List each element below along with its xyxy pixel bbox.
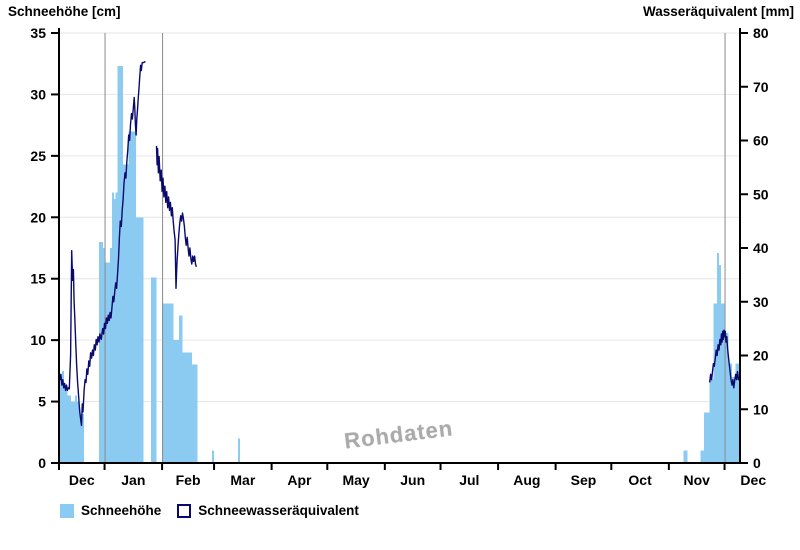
svg-text:20: 20 [30,209,46,225]
svg-text:70: 70 [753,79,769,95]
svg-text:30: 30 [753,294,769,310]
svg-text:5: 5 [38,394,46,410]
svg-text:0: 0 [38,455,46,471]
legend-swatch-swe-icon [177,503,192,518]
legend-item-snow-depth: Schneehöhe [60,503,161,518]
right-axis-title: Wasseräquivalent [mm] [642,4,794,19]
svg-text:Dec: Dec [740,472,766,488]
svg-text:25: 25 [30,148,46,164]
legend-label-snow-depth: Schneehöhe [81,503,162,518]
svg-text:30: 30 [30,86,46,102]
svg-text:10: 10 [753,401,769,417]
svg-text:Sep: Sep [571,472,597,488]
svg-text:Mar: Mar [230,472,255,488]
svg-text:Oct: Oct [628,472,652,488]
svg-text:35: 35 [30,25,46,41]
legend: Schneehöhe Schneewasseräquivalent [60,503,359,518]
svg-text:60: 60 [753,133,769,149]
svg-text:20: 20 [753,348,769,364]
svg-text:Aug: Aug [513,472,540,488]
svg-text:Apr: Apr [287,472,312,488]
svg-text:15: 15 [30,271,46,287]
svg-text:0: 0 [753,455,761,471]
svg-text:Jul: Jul [459,472,479,488]
svg-text:Jun: Jun [400,472,425,488]
svg-text:May: May [342,472,369,488]
svg-text:10: 10 [30,332,46,348]
svg-text:80: 80 [753,25,769,41]
svg-text:Feb: Feb [176,472,201,488]
svg-text:Nov: Nov [683,472,710,488]
svg-text:Jan: Jan [121,472,145,488]
svg-text:40: 40 [753,240,769,256]
legend-label-swe: Schneewasseräquivalent [198,503,359,518]
legend-item-swe: Schneewasseräquivalent [177,503,359,518]
svg-text:Dec: Dec [69,472,95,488]
svg-text:50: 50 [753,186,769,202]
legend-swatch-snow-depth-icon [60,503,74,518]
left-axis-title: Schneehöhe [cm] [8,4,121,19]
